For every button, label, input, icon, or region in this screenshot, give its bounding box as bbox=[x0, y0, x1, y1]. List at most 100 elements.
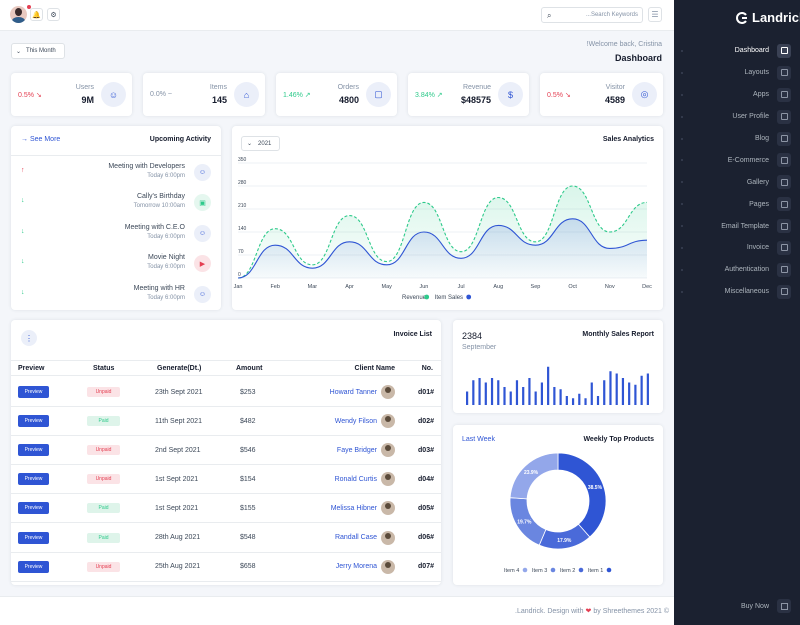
client-name-link[interactable]: Howard Tanner bbox=[329, 388, 377, 396]
mail-icon bbox=[777, 219, 791, 234]
activity-time: Today 6:00pm bbox=[147, 294, 185, 301]
brand-logo[interactable]: Landrick bbox=[736, 10, 800, 25]
client-name-link[interactable]: Ronald Curtis bbox=[334, 475, 377, 483]
preview-button[interactable]: Preview bbox=[18, 473, 49, 486]
invoice-date: 2nd Sept 2021 bbox=[155, 446, 201, 454]
preview-button[interactable]: Preview bbox=[18, 531, 49, 544]
client-name-link[interactable]: Wendy Filson bbox=[334, 417, 377, 425]
bell-icon[interactable]: 🔔 bbox=[30, 8, 43, 21]
invoice-number: d05# bbox=[418, 504, 434, 512]
client-avatar bbox=[381, 472, 395, 487]
user-avatar[interactable] bbox=[10, 6, 27, 23]
client-name-link[interactable]: Melissa Hibner bbox=[330, 504, 377, 512]
sidebar-bullet bbox=[681, 50, 683, 52]
sidebar-item-layouts[interactable]: Layouts bbox=[674, 62, 800, 84]
pie-slice bbox=[557, 452, 607, 538]
trend-up-icon: ↗ bbox=[302, 92, 311, 99]
chevron-down-icon: ⌄ bbox=[16, 48, 22, 55]
store-icon: ⌂ bbox=[234, 82, 259, 107]
stat-change-value: 3.84% bbox=[415, 92, 435, 99]
bar bbox=[478, 378, 481, 405]
period-dropdown[interactable]: ⌄ This Month bbox=[11, 43, 65, 59]
monthly-sales-card: 2384 September Monthly Sales Report bbox=[453, 320, 663, 413]
camera-icon bbox=[777, 175, 791, 190]
stat-change: 0.5% ↘ bbox=[547, 91, 571, 99]
table-row: Preview Paid 28th Aug 2021 $548 Randall Case… bbox=[11, 524, 441, 553]
bar bbox=[472, 380, 475, 405]
invoice-number: d03# bbox=[418, 446, 434, 454]
x-tick-label: Sep bbox=[531, 284, 541, 290]
sidebar-item-apps[interactable]: Apps bbox=[674, 84, 800, 106]
col-preview: Preview bbox=[18, 364, 45, 372]
legend-marker bbox=[522, 567, 528, 573]
y-tick-label: 210 bbox=[238, 203, 247, 209]
preview-button[interactable]: Preview bbox=[18, 415, 49, 428]
sidebar-item-invoice[interactable]: Invoice bbox=[674, 237, 800, 259]
sidebar-item-label: Email Template bbox=[721, 222, 769, 230]
sidebar-item-e-commerce[interactable]: E-Commerce bbox=[674, 149, 800, 171]
stat-card-orders: 1.46% ↗ Orders 4800 ▢ bbox=[276, 73, 397, 116]
sidebar-item-email-template[interactable]: Email Template bbox=[674, 215, 800, 237]
bar bbox=[565, 396, 568, 405]
x-tick-label: Nov bbox=[605, 284, 615, 290]
sidebar-item-miscellaneous[interactable]: Miscellaneous bbox=[674, 281, 800, 303]
table-row: Preview Unpaid 2nd Sept 2021 $546 Faye Bridg… bbox=[11, 436, 441, 466]
activity-title: Movie Night bbox=[148, 254, 185, 262]
sidebar-item-dashboard[interactable]: Dashboard bbox=[674, 40, 800, 62]
more-options-icon[interactable]: ⋮ bbox=[21, 330, 37, 346]
activity-item[interactable]: ↓ Cally's Birthday Tomorrow 10:00am ▣ bbox=[11, 187, 221, 217]
sidebar-item-blog[interactable]: Blog bbox=[674, 128, 800, 150]
activity-item[interactable]: ↑ Meeting with Developers Today 6:00pm ☺ bbox=[11, 157, 221, 187]
stat-change: 1.46% ↗ bbox=[283, 91, 311, 99]
weekly-period: Last Week bbox=[462, 436, 495, 443]
sidebar-item-label: Dashboard bbox=[734, 47, 769, 55]
activity-arrow: ↓ bbox=[21, 258, 25, 266]
invoice-table-header: Preview Status Generate(Dt.) Amount Clie… bbox=[11, 360, 441, 376]
stat-card-users: 0.5% ↘ Users 9M ☺ bbox=[11, 73, 132, 116]
buy-now-button[interactable]: Buy Now bbox=[674, 599, 800, 613]
cart-icon bbox=[777, 153, 791, 168]
client-name-link[interactable]: Jerry Morena bbox=[335, 563, 377, 571]
pie-slice bbox=[509, 452, 559, 500]
x-tick-label: Jun bbox=[419, 284, 428, 290]
sidebar-item-authentication[interactable]: Authentication bbox=[674, 259, 800, 281]
menu-toggle-icon[interactable]: ☰ bbox=[648, 7, 662, 22]
buy-now-label: Buy Now bbox=[740, 602, 769, 610]
invoice-date: 23th Sept 2021 bbox=[155, 388, 203, 396]
year-dropdown[interactable]: ⌄ 2021 bbox=[241, 136, 280, 151]
sidebar-item-pages[interactable]: Pages bbox=[674, 193, 800, 215]
legend-label: Item 1 bbox=[588, 568, 603, 574]
see-more-link[interactable]: → See More bbox=[21, 136, 61, 143]
stat-value: 4589 bbox=[604, 95, 625, 105]
search-input[interactable]: ⌕ ...Search Keywords bbox=[541, 7, 643, 23]
sidebar-bullet bbox=[681, 225, 683, 228]
sidebar-bullet bbox=[681, 137, 683, 140]
bar bbox=[590, 382, 593, 405]
legend-marker bbox=[550, 567, 556, 573]
stat-change-value: 1.46% bbox=[283, 92, 303, 99]
invoice-date: 11th Sept 2021 bbox=[155, 417, 202, 425]
weekly-products-card: Last Week Weekly Top Products 38.5% 17.9%… bbox=[453, 425, 663, 585]
sidebar-item-gallery[interactable]: Gallery bbox=[674, 171, 800, 193]
preview-button[interactable]: Preview bbox=[18, 502, 49, 515]
client-name-link[interactable]: Randall Case bbox=[334, 534, 377, 541]
cart-icon bbox=[777, 599, 791, 613]
stat-name: Revenue bbox=[462, 84, 491, 91]
status-badge: Paid bbox=[87, 416, 120, 427]
sidebar-bullet bbox=[681, 115, 683, 118]
activity-item[interactable]: ↓ Movie Night Today 6:00pm ▶ bbox=[11, 248, 221, 278]
client-name-link[interactable]: Faye Bridger bbox=[336, 446, 377, 454]
preview-button[interactable]: Preview bbox=[18, 386, 49, 398]
activity-item[interactable]: ↓ Meeting with HR Today 6:00pm ☺ bbox=[11, 279, 221, 309]
preview-button[interactable]: Preview bbox=[18, 444, 49, 457]
bar bbox=[646, 373, 649, 405]
sidebar-item-user-profile[interactable]: User Profile bbox=[674, 106, 800, 128]
legend-marker bbox=[424, 294, 430, 300]
settings-icon[interactable]: ⚙ bbox=[47, 8, 60, 21]
sidebar-item-label: User Profile bbox=[732, 113, 769, 121]
home-icon bbox=[777, 43, 791, 58]
stat-change-value: 0.5% bbox=[18, 92, 34, 99]
invoice-amount: $482 bbox=[240, 417, 256, 425]
activity-item[interactable]: ↓ Meeting with C.E.O Today 6:00pm ☺ bbox=[11, 218, 221, 248]
preview-button[interactable]: Preview bbox=[18, 560, 49, 573]
